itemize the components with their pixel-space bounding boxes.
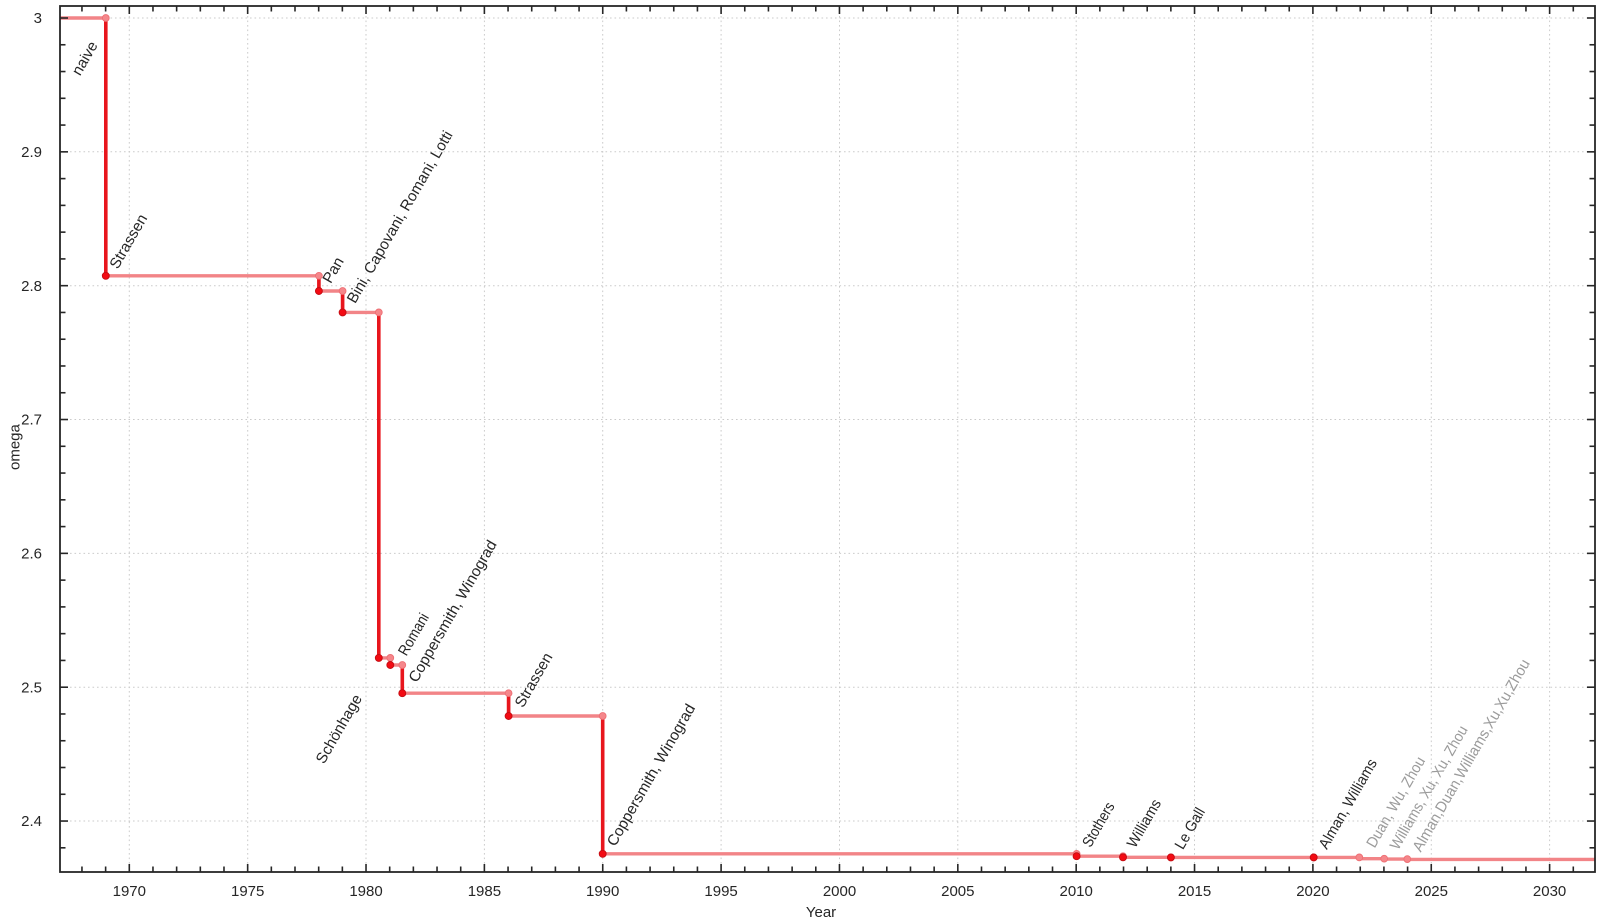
svg-text:1990: 1990 (586, 883, 619, 900)
svg-text:1995: 1995 (704, 883, 737, 900)
svg-text:1970: 1970 (113, 883, 146, 900)
svg-text:omega: omega (7, 423, 24, 470)
svg-text:2.4: 2.4 (21, 813, 42, 830)
svg-text:1975: 1975 (231, 883, 264, 900)
svg-text:1985: 1985 (468, 883, 501, 900)
svg-text:3: 3 (34, 10, 42, 27)
svg-text:2.8: 2.8 (21, 278, 42, 295)
svg-text:Year: Year (806, 904, 836, 920)
svg-text:2015: 2015 (1178, 883, 1211, 900)
svg-text:2025: 2025 (1415, 883, 1448, 900)
svg-text:2.9: 2.9 (21, 144, 42, 161)
svg-text:2.7: 2.7 (21, 412, 42, 429)
svg-text:2000: 2000 (823, 883, 856, 900)
svg-text:1980: 1980 (349, 883, 382, 900)
svg-text:2020: 2020 (1296, 883, 1329, 900)
svg-text:2.5: 2.5 (21, 679, 42, 696)
svg-text:2010: 2010 (1060, 883, 1093, 900)
svg-text:2030: 2030 (1533, 883, 1566, 900)
svg-text:2005: 2005 (941, 883, 974, 900)
svg-text:2.6: 2.6 (21, 546, 42, 563)
